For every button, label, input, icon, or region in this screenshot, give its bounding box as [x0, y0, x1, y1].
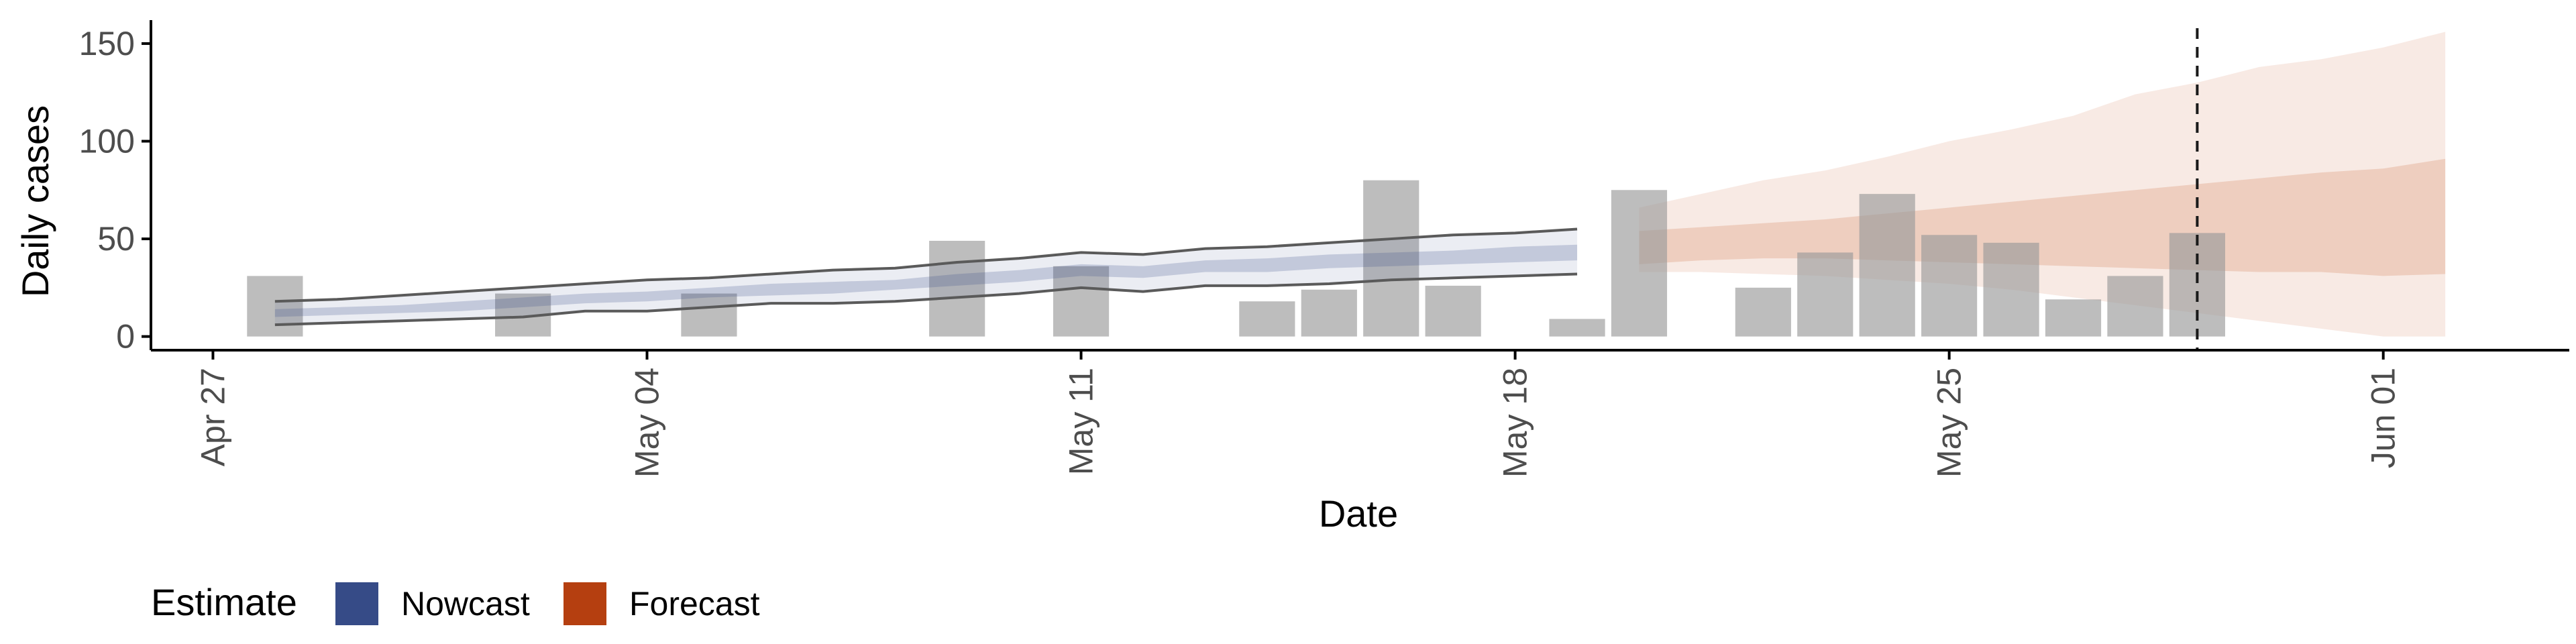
y-tick-label-50: 50: [97, 220, 135, 258]
y-tick-label-100: 100: [79, 122, 135, 160]
forecast-inner-band: [1639, 158, 2446, 276]
bar-2020-05-14: [1239, 301, 1295, 337]
x-axis-ticks: Apr 27 May 04 May 11 May 18 May 25 Jun 01: [194, 350, 2402, 478]
nowcast-upper-line: [274, 227, 1578, 303]
y-axis-ticks: 0 50 100 150: [79, 25, 151, 356]
bar-2020-05-19: [1549, 319, 1605, 337]
nowcast-outer-band: [274, 229, 1578, 325]
legend-title: Estimate: [151, 581, 297, 623]
legend-swatch-forecast: [564, 582, 606, 625]
y-tick-label-0: 0: [116, 318, 135, 356]
bar-2020-05-25: [1921, 235, 1978, 337]
bar-2020-05-20: [1611, 190, 1668, 337]
legend-label-nowcast: Nowcast: [401, 585, 530, 623]
x-tick-label-2020-05-18: May 18: [1497, 368, 1534, 478]
y-tick-label-150: 150: [79, 25, 135, 62]
x-tick-label-2020-05-11: May 11: [1063, 368, 1100, 475]
bar-2020-05-24: [1859, 194, 1915, 337]
x-axis-title: Date: [1319, 492, 1398, 535]
bar-2020-05-22: [1735, 287, 1791, 337]
legend: Estimate Nowcast Forecast: [151, 581, 760, 625]
x-tick-label-2020-06-01: Jun 01: [2365, 368, 2402, 468]
bar-2020-05-27: [2045, 299, 2102, 337]
bar-2020-04-28: [247, 276, 303, 337]
x-tick-label-2020-05-04: May 04: [628, 368, 665, 478]
nowcast-lower-line: [274, 272, 1578, 327]
x-tick-label-2020-04-27: Apr 27: [194, 368, 231, 466]
bar-2020-05-26: [1983, 242, 2039, 337]
bar-2020-05-17: [1425, 285, 1481, 337]
bar-2020-05-11: [1053, 266, 1110, 337]
bar-2020-05-23: [1797, 252, 1854, 337]
bar-2020-05-16: [1363, 180, 1419, 337]
legend-label-forecast: Forecast: [629, 585, 760, 623]
bar-2020-05-09: [929, 240, 985, 337]
y-axis-title: Daily cases: [14, 105, 56, 297]
observed-bars: [247, 180, 2225, 337]
bar-2020-05-28: [2107, 276, 2163, 337]
x-tick-label-2020-05-25: May 25: [1931, 368, 1968, 478]
bar-2020-05-29: [2169, 233, 2225, 337]
legend-swatch-nowcast: [335, 582, 378, 625]
nowcast-bands: [274, 227, 1578, 327]
nowcast-inner-band: [274, 244, 1578, 317]
bar-2020-05-15: [1301, 289, 1357, 337]
bar-2020-05-05: [681, 293, 737, 337]
axes: [150, 20, 2569, 352]
